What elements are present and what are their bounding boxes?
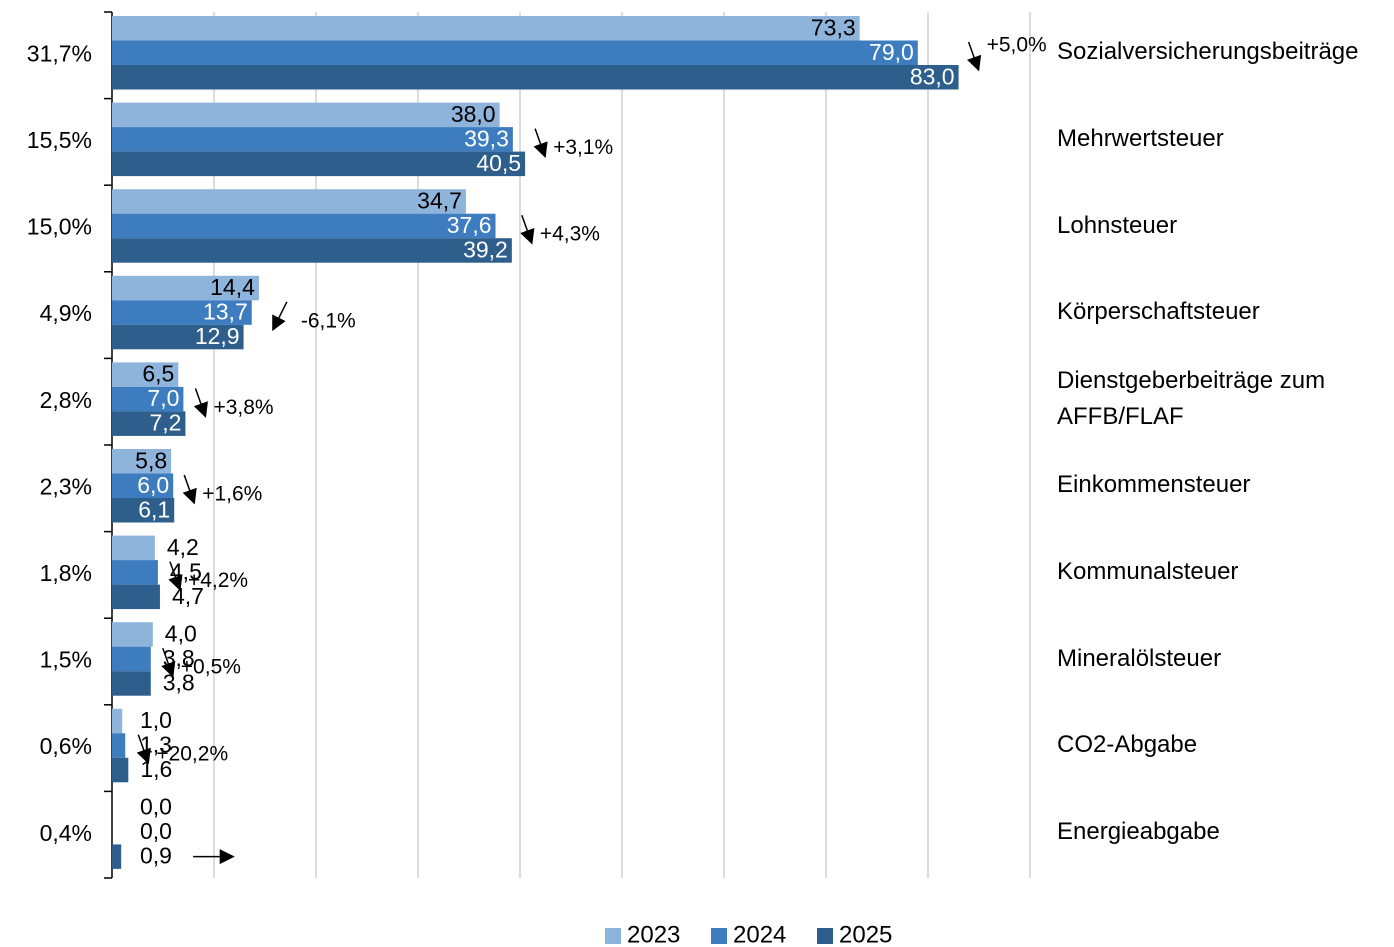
change-arrow — [136, 734, 151, 765]
bar — [112, 498, 175, 523]
bar — [112, 386, 184, 412]
bar — [112, 671, 151, 696]
value-label: 34,7 — [417, 188, 462, 214]
legend-label: 2025 — [839, 921, 892, 947]
change-label: +0,5% — [181, 656, 241, 679]
category-label: Kommunalsteuer — [1057, 557, 1239, 585]
value-label: 83,0 — [910, 63, 955, 89]
change-arrow — [193, 388, 208, 418]
bar — [112, 213, 496, 239]
change-label: +4,3% — [540, 223, 600, 246]
value-label: 0,9 — [140, 843, 172, 869]
legend-swatch — [711, 928, 727, 944]
bar — [112, 16, 860, 41]
bar — [112, 708, 123, 734]
value-label: 39,3 — [464, 125, 509, 151]
share-label: 1,5% — [40, 647, 92, 673]
value-label: 6,0 — [137, 472, 169, 498]
value-label: 4,2 — [167, 534, 199, 560]
share-label: 0,6% — [40, 733, 92, 759]
bar — [112, 757, 129, 783]
value-label: 37,6 — [447, 212, 492, 238]
bar — [112, 473, 174, 498]
change-arrow — [533, 128, 548, 159]
change-label: +3,1% — [553, 136, 613, 159]
bar — [112, 102, 500, 128]
value-label: 7,2 — [149, 410, 181, 436]
value-label: 0,0 — [140, 794, 172, 820]
bar — [112, 238, 512, 263]
bar — [112, 560, 158, 585]
bar — [112, 535, 155, 561]
value-label: 6,1 — [138, 496, 170, 522]
bar — [112, 844, 122, 869]
category-label: Mehrwertsteuer — [1057, 124, 1224, 152]
legend-swatch — [817, 928, 833, 944]
value-label: 6,5 — [142, 361, 174, 387]
change-arrow — [182, 474, 197, 505]
value-label: 5,8 — [135, 447, 167, 473]
share-label: 15,0% — [27, 214, 92, 240]
value-label: 7,0 — [147, 385, 179, 411]
change-label: +1,6% — [202, 483, 262, 506]
share-label: 31,7% — [27, 40, 92, 66]
share-label: 4,9% — [40, 300, 92, 326]
share-label: 1,8% — [40, 560, 92, 586]
category-label: Energieabgabe — [1057, 817, 1220, 845]
change-arrow — [161, 647, 176, 678]
change-label: +4,2% — [188, 569, 248, 592]
value-label: 38,0 — [451, 101, 496, 127]
bar — [112, 449, 172, 474]
change-label: +5,0% — [987, 34, 1047, 57]
legend-swatch — [605, 928, 621, 944]
value-label: 79,0 — [869, 39, 914, 65]
bar — [112, 733, 126, 758]
category-label: CO2-Abgabe — [1057, 731, 1198, 759]
value-label: 13,7 — [203, 299, 248, 325]
share-label: 0,4% — [40, 820, 92, 846]
change-label: -6,1% — [301, 309, 356, 332]
share-label: 2,8% — [40, 387, 92, 413]
bar — [112, 275, 259, 301]
bar — [112, 189, 466, 214]
change-arrow — [272, 301, 288, 332]
category-label: Einkommensteuer — [1057, 471, 1251, 499]
value-label: 1,0 — [140, 707, 172, 733]
bar — [112, 127, 513, 152]
value-label: 73,3 — [811, 14, 856, 40]
change-label: +3,8% — [213, 396, 273, 419]
category-label: Sozialversicherungsbeiträge — [1057, 38, 1359, 66]
bar — [112, 65, 959, 90]
category-label: Körperschaftsteuer — [1057, 298, 1260, 326]
bar — [112, 362, 179, 387]
share-label: 15,5% — [27, 127, 92, 153]
bar — [112, 584, 160, 610]
bar — [112, 40, 918, 65]
category-label: Lohnsteuer — [1057, 211, 1178, 239]
legend-label: 2024 — [733, 921, 786, 947]
change-arrow — [966, 41, 982, 72]
bar — [112, 646, 151, 672]
change-label: +20,2% — [156, 742, 228, 765]
category-label: Dienstgeberbeiträge zum AFFB/FLAF — [1057, 366, 1326, 430]
change-arrow — [520, 214, 535, 245]
share-label: 2,3% — [40, 473, 92, 499]
legend-label: 2023 — [627, 921, 680, 947]
value-label: 40,5 — [476, 150, 521, 176]
bar — [112, 151, 526, 177]
value-label: 14,4 — [210, 274, 255, 300]
bar — [112, 411, 186, 436]
change-arrow — [168, 561, 183, 592]
value-label: 0,0 — [140, 818, 172, 844]
bar — [112, 622, 153, 647]
bar — [112, 324, 244, 350]
value-label: 12,9 — [195, 323, 240, 349]
category-label: Mineralölsteuer — [1057, 644, 1222, 672]
value-label: 4,0 — [165, 621, 197, 647]
value-label: 39,2 — [463, 237, 508, 263]
bar — [112, 300, 252, 325]
